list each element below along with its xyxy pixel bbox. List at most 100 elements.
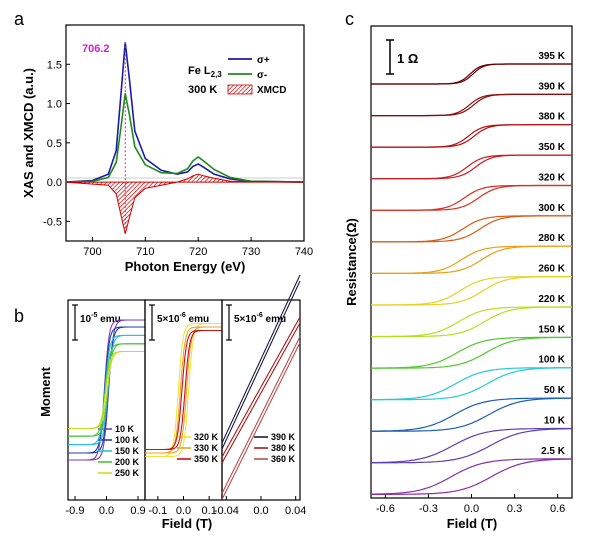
panel-b-loop-330-k-return [145,326,222,454]
panel-c-xtick-label: 0.0 [464,503,479,515]
panel-c-curve-395-k-return [371,63,572,85]
panel-b-legend-label: 330 K [194,443,219,453]
panel-a-xtick-label: 710 [136,246,154,258]
panel-c-scale-label: 1 Ω [397,51,418,66]
panel-c-xtick-label: 0.6 [550,503,565,515]
panel-b-loop-200-k-return [68,343,145,437]
panel-a-series-sigma-plus [65,42,305,183]
panel-c-temp-label: 260 K [538,264,565,275]
panel-b-xtick-label: 0.04 [285,505,306,517]
panel-b-loop-360-k [221,336,301,494]
panel-a-peak-label: 706.2 [82,43,110,55]
panel-c-temp-label: 150 K [538,324,565,335]
panel-a-xtick-label: 700 [83,246,101,258]
panel-b-loop-390-k [221,274,301,444]
panel-c-temp-label: 390 K [538,81,565,92]
panel-b-xtick-label: -0.1 [148,505,167,517]
panel-c-curve-350-k-return [371,154,572,180]
panel-a-series-sigma-minus [65,93,305,183]
panel-c-temp-label: 350 K [538,142,565,153]
panel-b-xtick-label: 0.9 [130,505,145,517]
panel-c-curve-150-k-return [371,336,573,369]
panel-c-temp-label: 50 K [544,385,566,396]
panel-a-chart: 700 710 720 730 740 -0.5 0.0 0.5 1.0 1.5 706.2 Fe… [21,24,313,274]
panel-c-xtick-label: 0.3 [507,503,522,515]
panel-c-curve-10-k [371,428,572,464]
panel-c-curve-220-k-return [371,306,572,338]
panel-b-loop-250-k-return [68,350,145,430]
panel-b-legend-label: 250 K [115,468,140,478]
panel-b-loop-380-k-return [221,322,301,464]
panel-c-temp-label: 280 K [538,233,565,244]
panel-c-curve-300-k-return [371,215,572,243]
panel-b-xtick-label: 0.0 [99,505,114,517]
panel-a-xtick-label: 740 [295,246,313,258]
panel-b-xtick-label: 0.0 [253,505,268,517]
panel-c-temp-label: 320 K [538,172,565,183]
panel-b-xlabel: Field (T) [162,516,213,531]
panel-b-legend-label: 200 K [115,457,140,467]
panel-b-loop-350-k-return [145,329,222,451]
legend-label: σ+ [257,55,270,66]
panel-b-xtick-label: 0.0 [176,505,191,517]
panel-b-loop-380-k [221,316,301,458]
panel-b-loop-320-k-return [145,322,222,458]
panel-c-curve-320-k-return [371,184,572,211]
panel-c-xtick-label: -0.3 [419,503,438,515]
panel-c-curve-10-k-return [371,427,572,464]
panel-c-curve-50-k [371,397,572,432]
panel-b-scale-label: 5×10-6 emu [234,312,286,325]
panel-c-curve-2-5-k-return [370,458,573,495]
panel-c-xlabel: Field (T) [447,516,498,531]
panel-c-curve-100-k [371,367,572,401]
panel-a-legend: σ+ σ- XMCD [227,55,286,96]
panel-c-temp-label: 380 K [538,112,565,123]
panel-b-legend-label: 150 K [115,446,140,456]
legend-swatch-xmcd [227,84,253,95]
panel-a-ytick-label: 1.0 [47,99,62,111]
legend-label: XMCD [257,85,286,96]
panel-b-legend-label: 360 K [271,454,296,464]
panel-b-legend-label: 390 K [271,432,296,442]
panel-label-a: a [14,9,25,29]
panel-b-xtick-label: -0.9 [66,505,85,517]
panel-c-curve-2-5-k [371,458,572,495]
panel-b-loop-100-k-return [68,326,145,454]
panel-c-chart: -0.6 -0.3 0.0 0.3 0.6 395 K 390 K 380 K 350 K 32… [344,25,573,531]
panel-a-series-xmcd [65,173,305,235]
panel-c-curve-100-k-return [371,367,572,401]
panel-b-legend-label: 10 K [115,424,135,434]
legend-label: σ- [257,70,267,81]
panel-c-ylabel: Resistance(Ω) [344,218,359,306]
panel-c-curve-50-k-return [370,397,572,432]
panel-b-loop-10-k-return [68,319,145,461]
panel-c-curve-380-k-return [371,124,572,148]
panel-a-ytick-label: 0.0 [47,177,62,189]
panel-c-temp-label: 220 K [538,294,565,305]
panel-a-xtick-label: 730 [242,246,260,258]
panel-a-ylabel: XAS and XMCD (a.u.) [21,68,36,198]
panel-b-scale-label: 10-5 emu [80,312,121,325]
panel-c-frame [370,25,573,499]
panel-b-loop-150-k-return [68,334,145,446]
panel-a-temperature: 300 K [188,84,217,96]
panel-b-ylabel: Moment [38,366,53,417]
panel-c-curve-390-k-return [371,93,572,117]
panel-a-ytick-label: 1.5 [47,59,62,71]
panel-a-xlabel: Photon Energy (eV) [125,259,246,274]
panel-a-xtick-label: 720 [189,246,207,258]
panel-b-legend-label: 100 K [115,435,140,445]
panel-b-legend-label: 350 K [194,454,219,464]
panel-c-curve-280-k-return [371,245,572,274]
panel-a-frame [65,24,305,242]
panel-b-loop-360-k-return [221,342,301,500]
panel-a-ytick-label: 0.5 [47,138,62,150]
panel-c-temp-label: 2.5 K [541,446,566,457]
panel-c-curve-260-k-return [371,276,572,306]
panel-b-legend-label: 380 K [271,443,296,453]
